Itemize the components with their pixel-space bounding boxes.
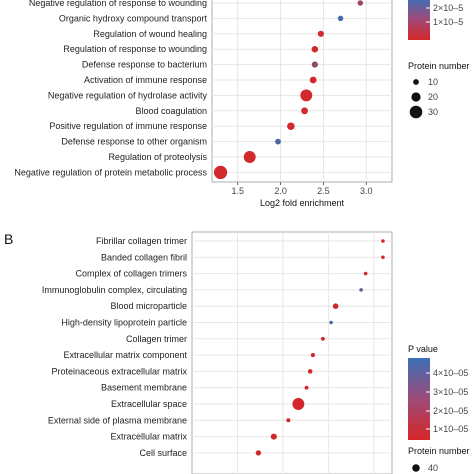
color-legend-title: P value bbox=[408, 344, 438, 354]
size-legend-label: 10 bbox=[428, 77, 438, 87]
category-label: Basement membrane bbox=[101, 383, 187, 393]
data-point bbox=[270, 433, 277, 440]
category-label: Activation of immune response bbox=[84, 75, 207, 85]
category-label: Extracellular matrix component bbox=[63, 350, 187, 360]
data-point bbox=[255, 450, 262, 456]
x-tick-label: 3.0 bbox=[360, 186, 373, 196]
category-label: Collagen trimer bbox=[126, 334, 187, 344]
data-point bbox=[381, 255, 385, 260]
category-label: Regulation of wound healing bbox=[93, 29, 207, 39]
category-label: Blood microparticle bbox=[110, 301, 187, 311]
category-label: Extracellular space bbox=[111, 399, 187, 409]
data-point bbox=[286, 418, 291, 423]
data-point bbox=[301, 107, 308, 115]
size-legend-dot bbox=[413, 79, 419, 85]
category-label: Complex of collagen trimers bbox=[75, 269, 187, 279]
panel-b-chart: B Fibrillar collagen trimer Banded collage… bbox=[4, 231, 393, 474]
category-label: Blood coagulation bbox=[135, 106, 207, 116]
panel-a-chart: Negative regulation of response to wound… bbox=[14, 0, 393, 208]
colorbar-label: 1×10–5 bbox=[433, 17, 463, 27]
data-point bbox=[213, 165, 228, 180]
category-label: Negative regulation of protein metabolic… bbox=[14, 167, 207, 177]
colorbar-label: 3×10–05 bbox=[433, 387, 468, 397]
x-tick-label: 2.5 bbox=[317, 186, 330, 196]
data-point bbox=[357, 0, 364, 6]
panel-letter: B bbox=[4, 231, 13, 247]
category-label: External side of plasma membrane bbox=[48, 415, 187, 425]
data-point bbox=[309, 76, 317, 84]
data-point bbox=[275, 138, 281, 145]
size-legend-dot bbox=[411, 92, 421, 102]
size-legend-title: Protein number bbox=[408, 61, 470, 71]
data-point bbox=[320, 336, 325, 341]
data-point bbox=[329, 320, 333, 325]
p-value-colorbar bbox=[408, 0, 430, 40]
data-point bbox=[311, 45, 319, 53]
size-legend-dot bbox=[412, 464, 420, 472]
colorbar-label: 2×10–05 bbox=[433, 406, 468, 416]
data-point bbox=[307, 369, 313, 374]
category-label: Banded collagen fibril bbox=[101, 252, 187, 262]
category-label: Negative regulation of response to wound… bbox=[29, 0, 207, 8]
size-legend-dot bbox=[409, 105, 423, 119]
category-label: Organic hydroxy compound transport bbox=[59, 13, 208, 23]
size-legend-label: 40 bbox=[428, 463, 438, 473]
data-point bbox=[287, 122, 295, 130]
data-point bbox=[300, 89, 313, 102]
size-legend-label: 30 bbox=[428, 107, 438, 117]
x-tick-label: 1.5 bbox=[231, 186, 244, 196]
data-point bbox=[359, 288, 363, 292]
category-label: Immunoglobulin complex, circulating bbox=[42, 285, 187, 295]
size-legend-title: Protein number bbox=[408, 446, 470, 456]
data-point bbox=[292, 398, 305, 410]
category-label: Defense response to other organism bbox=[61, 137, 207, 147]
category-label: Defense response to bacterium bbox=[82, 60, 207, 70]
data-point bbox=[381, 239, 385, 243]
data-point bbox=[337, 15, 344, 22]
category-label: Positive regulation of immune response bbox=[49, 121, 207, 131]
data-point bbox=[363, 271, 368, 276]
colorbar-label: 1×10–05 bbox=[433, 424, 468, 434]
category-label: Regulation of response to wounding bbox=[63, 44, 207, 54]
panel-b-legend: P value 4×10–05 3×10–05 2×10–05 1×10–05 Prote… bbox=[408, 344, 470, 473]
data-point bbox=[310, 353, 315, 358]
panel-0-frame bbox=[211, 0, 393, 183]
data-point bbox=[304, 385, 309, 390]
data-point bbox=[317, 30, 324, 37]
panel-1-frame bbox=[191, 231, 393, 474]
category-label: High-density lipoprotein particle bbox=[61, 318, 187, 328]
category-label: Extracellular matrix bbox=[110, 432, 187, 442]
category-label: Cell surface bbox=[139, 448, 187, 458]
category-label: Regulation of proteolysis bbox=[108, 152, 207, 162]
x-tick-label: 2.0 bbox=[274, 186, 287, 196]
p-value-colorbar bbox=[408, 358, 430, 440]
category-label: Proteinaceous extracellular matrix bbox=[51, 366, 187, 376]
category-label: Negative regulation of hydrolase activit… bbox=[48, 90, 208, 100]
data-point bbox=[243, 151, 256, 163]
data-point bbox=[311, 61, 318, 68]
data-point bbox=[332, 303, 339, 309]
category-label: Fibrillar collagen trimer bbox=[96, 236, 187, 246]
colorbar-label: 2×10–5 bbox=[433, 3, 463, 13]
colorbar-label: 4×10–05 bbox=[433, 368, 468, 378]
panel-a-legend: 2×10–5 1×10–5 Protein number 10 20 30 bbox=[408, 0, 470, 119]
x-axis-title: Log2 fold enrichment bbox=[260, 198, 345, 208]
size-legend-label: 20 bbox=[428, 92, 438, 102]
